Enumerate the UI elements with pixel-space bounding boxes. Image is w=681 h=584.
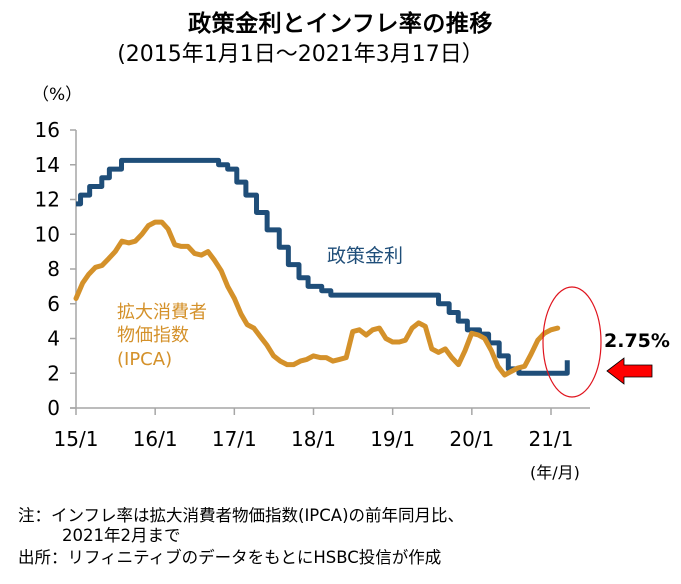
source-line: 出所：リフィニティブのデータをもとにHSBC投信が作成 (18, 548, 442, 567)
x-axis-unit: (年/月) (530, 463, 580, 482)
callout-arrow-icon (606, 357, 653, 385)
y-tick-label: 6 (47, 292, 60, 316)
ipca-label-line3: (IPCA) (117, 349, 172, 370)
y-tick-label: 8 (47, 257, 60, 281)
x-tick-label: 19/1 (370, 427, 415, 451)
y-tick-label: 12 (35, 188, 60, 212)
callout-label: 2.75% (604, 330, 670, 352)
x-tick-label: 18/1 (291, 427, 336, 451)
policy-rate-line (76, 157, 570, 376)
y-tick-label: 10 (35, 222, 60, 246)
y-tick-label: 16 (35, 118, 60, 142)
note-line-2: 2021年2月まで (62, 526, 181, 545)
x-tick-label: 21/1 (529, 427, 574, 451)
chart-subtitle: (2015年1月1日～2021年3月17日） (117, 42, 484, 67)
x-tick-label: 17/1 (212, 427, 257, 451)
ipca-label-line1: 拡大消費者 (117, 302, 207, 323)
y-axis-unit: （%） (32, 85, 83, 105)
x-tick-label: 16/1 (133, 427, 178, 451)
y-tick-label: 4 (47, 327, 60, 351)
y-tick-label: 14 (35, 153, 60, 177)
y-axis: 0 2 4 6 8 10 12 14 16 (35, 118, 77, 420)
highlight-circle (542, 286, 602, 398)
x-tick-label: 20/1 (449, 427, 494, 451)
policy-rate-label: 政策金利 (327, 245, 403, 267)
x-tick-label: 15/1 (54, 427, 99, 451)
y-tick-label: 0 (47, 396, 60, 420)
x-axis: 15/1 16/1 17/1 18/1 19/1 20/1 21/1 (54, 407, 590, 451)
chart-title: 政策金利とインフレ率の推移 (188, 11, 493, 37)
ipca-label-line2: 物価指数 (117, 325, 189, 346)
y-tick-label: 2 (47, 361, 60, 385)
ipca-line (73, 219, 561, 378)
note-line-1: 注：インフレ率は拡大消費者物価指数(IPCA)の前年同月比、 (18, 506, 465, 525)
